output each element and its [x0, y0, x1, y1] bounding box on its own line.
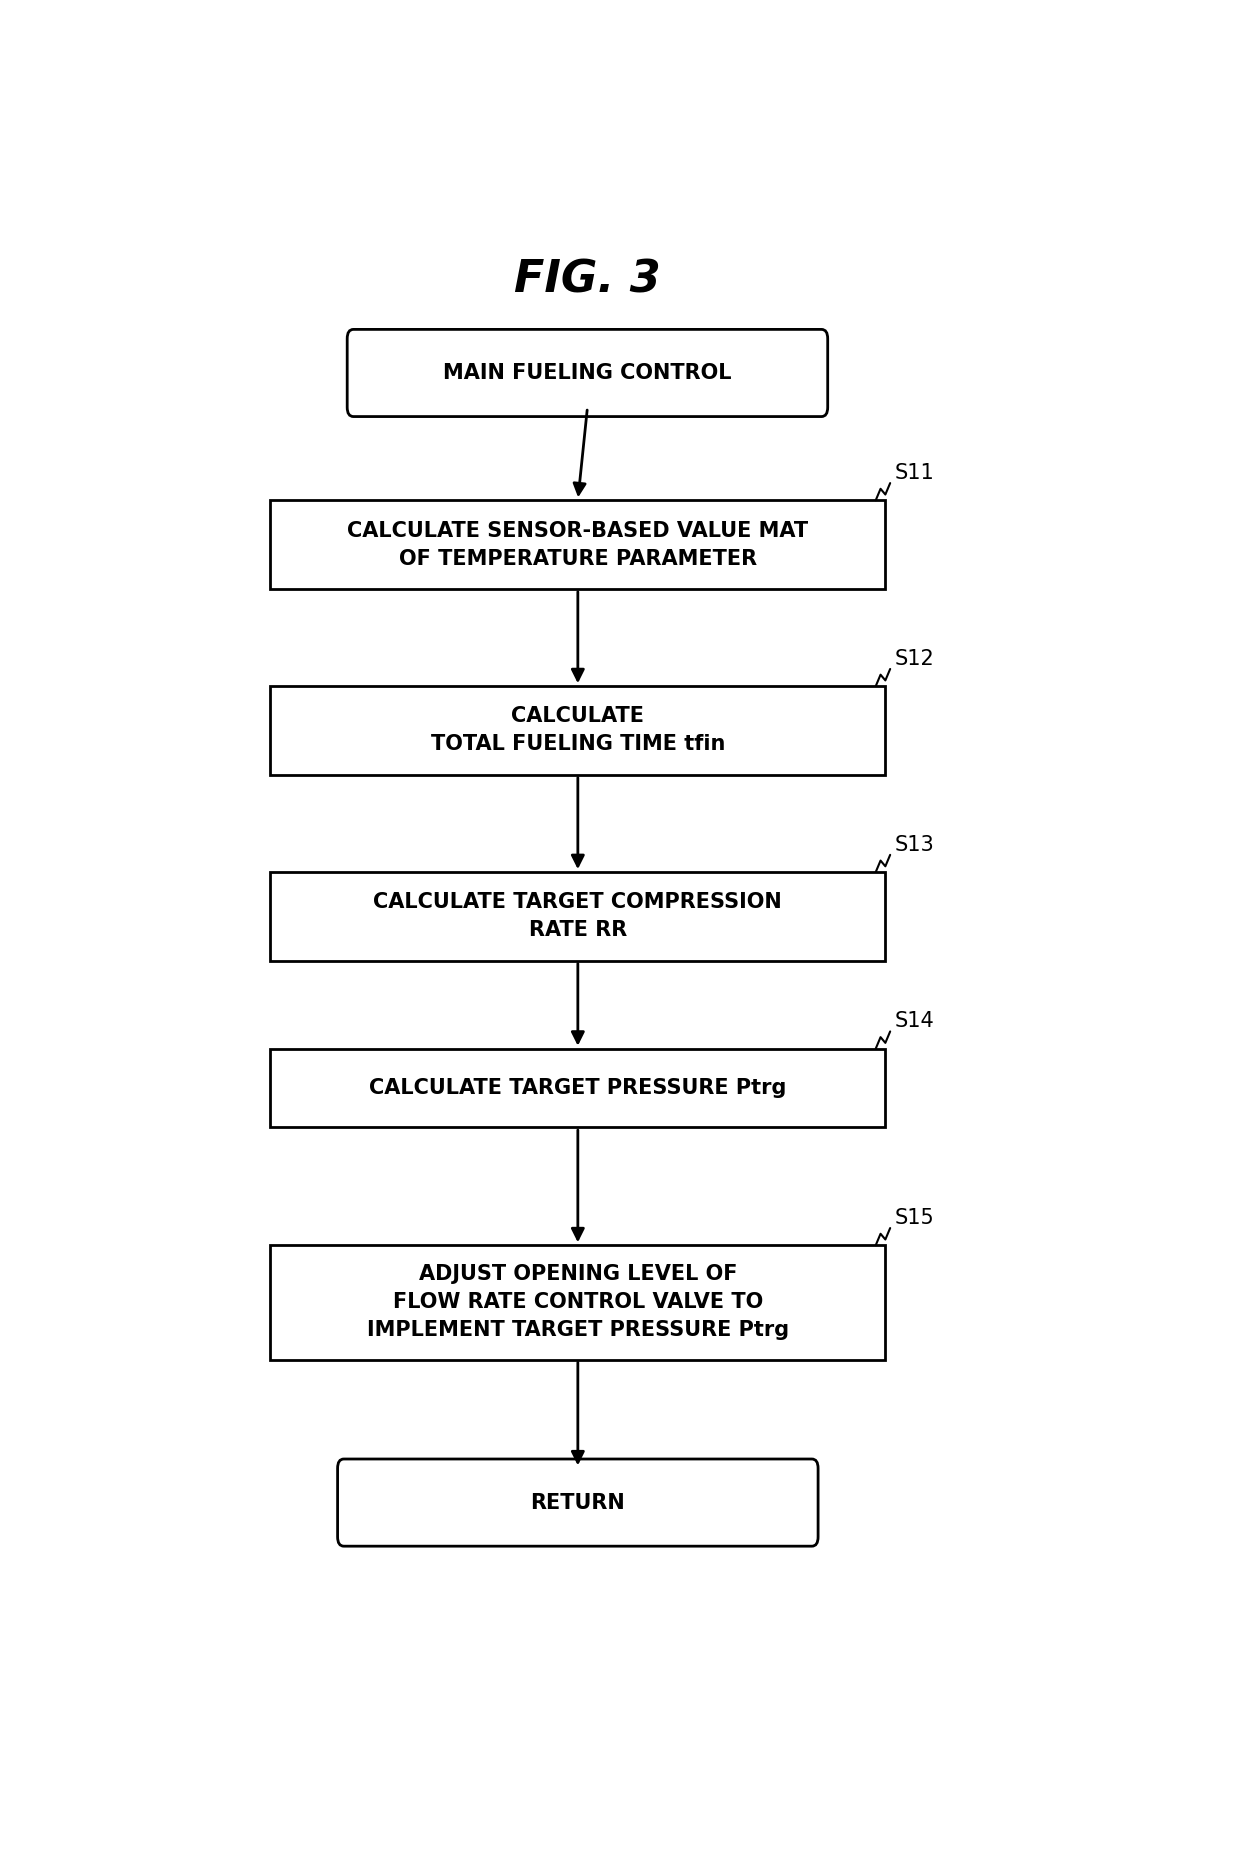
Bar: [270, 873, 885, 960]
Text: CALCULATE TARGET COMPRESSION
RATE RR: CALCULATE TARGET COMPRESSION RATE RR: [373, 893, 782, 940]
Text: MAIN FUELING CONTROL: MAIN FUELING CONTROL: [443, 362, 732, 383]
Text: FIG. 3: FIG. 3: [515, 258, 661, 301]
FancyBboxPatch shape: [347, 329, 828, 416]
Text: CALCULATE TARGET PRESSURE Ptrg: CALCULATE TARGET PRESSURE Ptrg: [370, 1077, 786, 1097]
Text: S12: S12: [895, 648, 935, 669]
Text: ADJUST OPENING LEVEL OF
FLOW RATE CONTROL VALVE TO
IMPLEMENT TARGET PRESSURE Ptr: ADJUST OPENING LEVEL OF FLOW RATE CONTRO…: [367, 1265, 789, 1341]
Text: RETURN: RETURN: [531, 1493, 625, 1513]
Bar: [270, 1049, 885, 1127]
Text: S14: S14: [895, 1012, 935, 1031]
Text: S15: S15: [895, 1209, 935, 1227]
Bar: [270, 500, 885, 589]
FancyBboxPatch shape: [337, 1460, 818, 1547]
Text: CALCULATE
TOTAL FUELING TIME tfin: CALCULATE TOTAL FUELING TIME tfin: [430, 706, 725, 754]
Text: S13: S13: [895, 836, 935, 854]
Text: CALCULATE SENSOR-BASED VALUE MAT
OF TEMPERATURE PARAMETER: CALCULATE SENSOR-BASED VALUE MAT OF TEMP…: [347, 520, 808, 568]
Bar: [270, 685, 885, 774]
Bar: [270, 1246, 885, 1359]
Text: S11: S11: [895, 462, 935, 483]
